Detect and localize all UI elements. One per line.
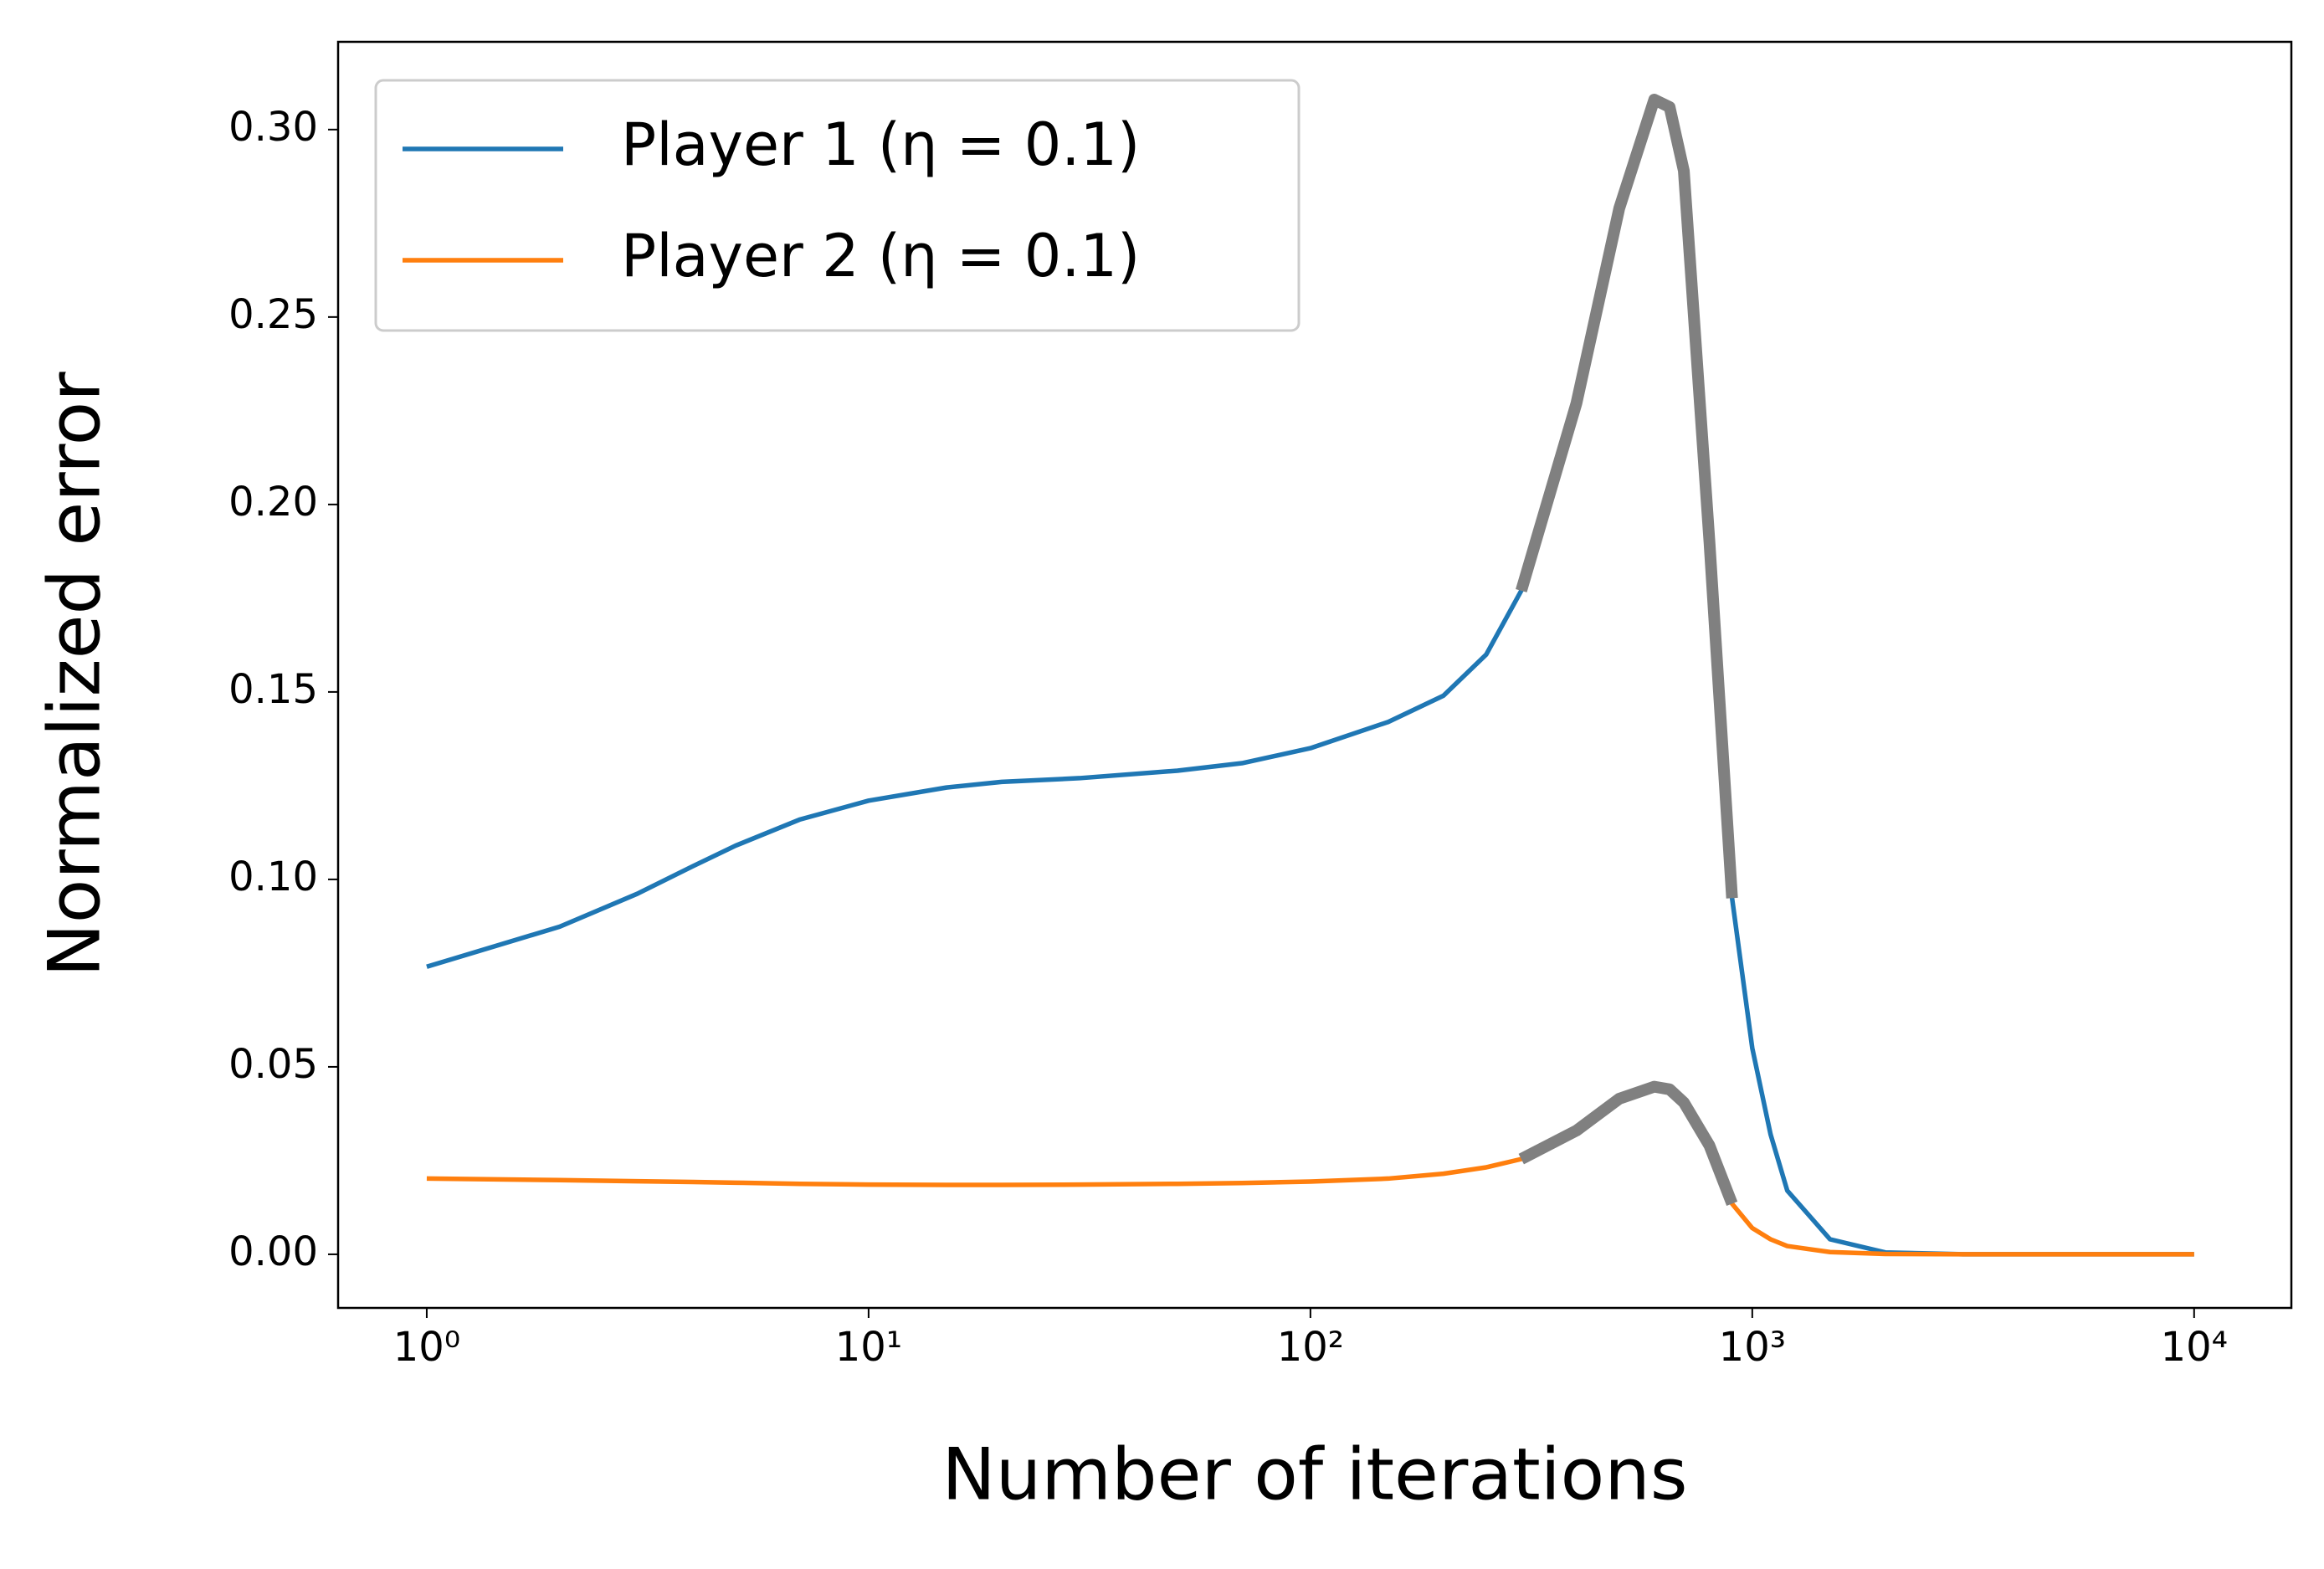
y-tick-label: 0.05: [228, 1041, 318, 1088]
x-tick-label: 10²: [1277, 1324, 1344, 1371]
y-tick-label: 0.30: [228, 104, 318, 151]
legend-label: Player 2 (η = 0.1): [621, 222, 1140, 290]
highlight-line: [1518, 1080, 1738, 1206]
legend-label: Player 1 (η = 0.1): [621, 110, 1140, 179]
x-axis-label: Number of iterations: [941, 1433, 1687, 1516]
legend-box: [374, 79, 1301, 332]
x-tick-label: 10⁴: [2161, 1324, 2228, 1371]
y-axis-label: Normalized error: [33, 372, 116, 977]
series-line: [426, 97, 2194, 1257]
y-tick-label: 0.15: [228, 666, 318, 713]
highlight-line: [1516, 93, 1738, 899]
y-tick-label: 0.25: [228, 291, 318, 338]
x-tick-label: 10⁰: [393, 1324, 460, 1371]
x-tick-label: 10³: [1719, 1324, 1786, 1371]
y-tick-label: 0.20: [228, 479, 318, 526]
x-tick-label: 10¹: [835, 1324, 902, 1371]
plot-area: [426, 93, 2194, 1257]
plot-frame: [336, 40, 2293, 1310]
y-tick-label: 0.00: [228, 1228, 318, 1275]
y-tick-label: 0.10: [228, 854, 318, 900]
series-line: [426, 1084, 2194, 1257]
